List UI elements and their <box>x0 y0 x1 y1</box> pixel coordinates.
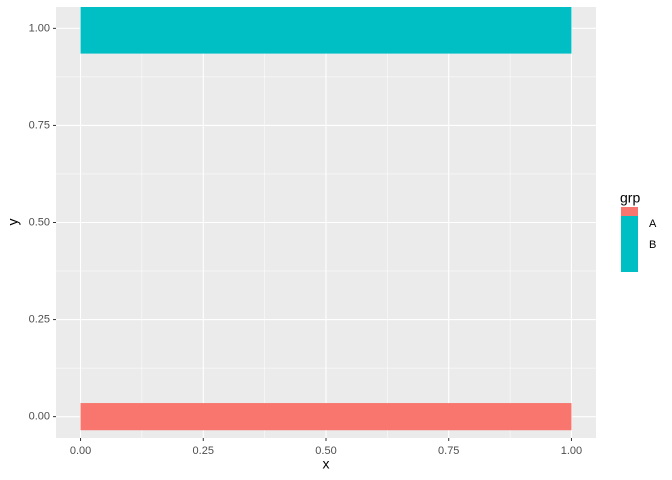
y-tick-label: 0.75 <box>29 119 50 131</box>
y-tick-label: 1.00 <box>29 22 50 34</box>
legend-label: A <box>649 218 657 230</box>
x-tick-label: 1.00 <box>561 445 582 457</box>
legend-key <box>621 216 638 272</box>
axes: 0.00 0.25 0.50 0.75 1.00 0.00 0.25 0.50 0.75 1.00 <box>29 22 583 457</box>
x-tick-label: 0.00 <box>70 445 91 457</box>
y-tick-label: 0.25 <box>29 313 50 325</box>
x-axis-title: x <box>323 456 330 472</box>
marks <box>80 7 572 431</box>
y-tick-label: 0.00 <box>29 411 50 423</box>
rect <box>80 403 572 431</box>
legend-key <box>621 207 638 216</box>
x-tick-label: 0.25 <box>193 445 214 457</box>
legend-title: grp <box>620 190 640 206</box>
y-tick-label: 0.50 <box>29 216 50 228</box>
y-axis-title: y <box>5 219 21 226</box>
legend-label: B <box>649 239 656 251</box>
x-tick-label: 0.75 <box>438 445 459 457</box>
rect <box>80 7 572 54</box>
x-tick-label: 0.50 <box>315 445 336 457</box>
